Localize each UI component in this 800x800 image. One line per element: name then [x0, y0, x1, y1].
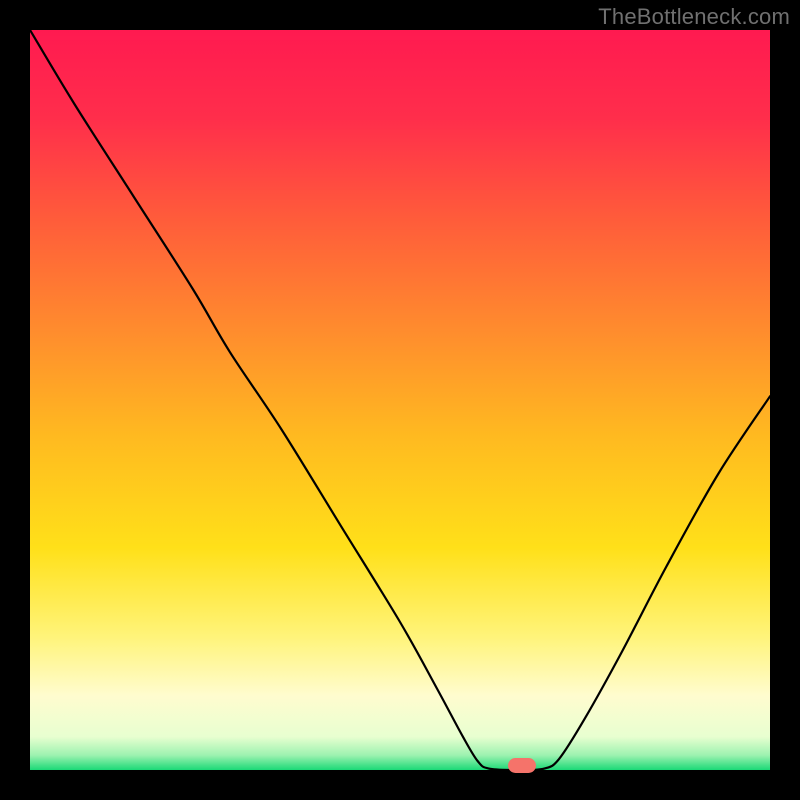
chart-frame: TheBottleneck.com: [0, 0, 800, 800]
watermark-text: TheBottleneck.com: [598, 4, 790, 30]
plot-area: [30, 30, 770, 770]
optimum-marker: [508, 758, 536, 773]
gradient-background: [30, 30, 770, 770]
chart-svg: [30, 30, 770, 770]
